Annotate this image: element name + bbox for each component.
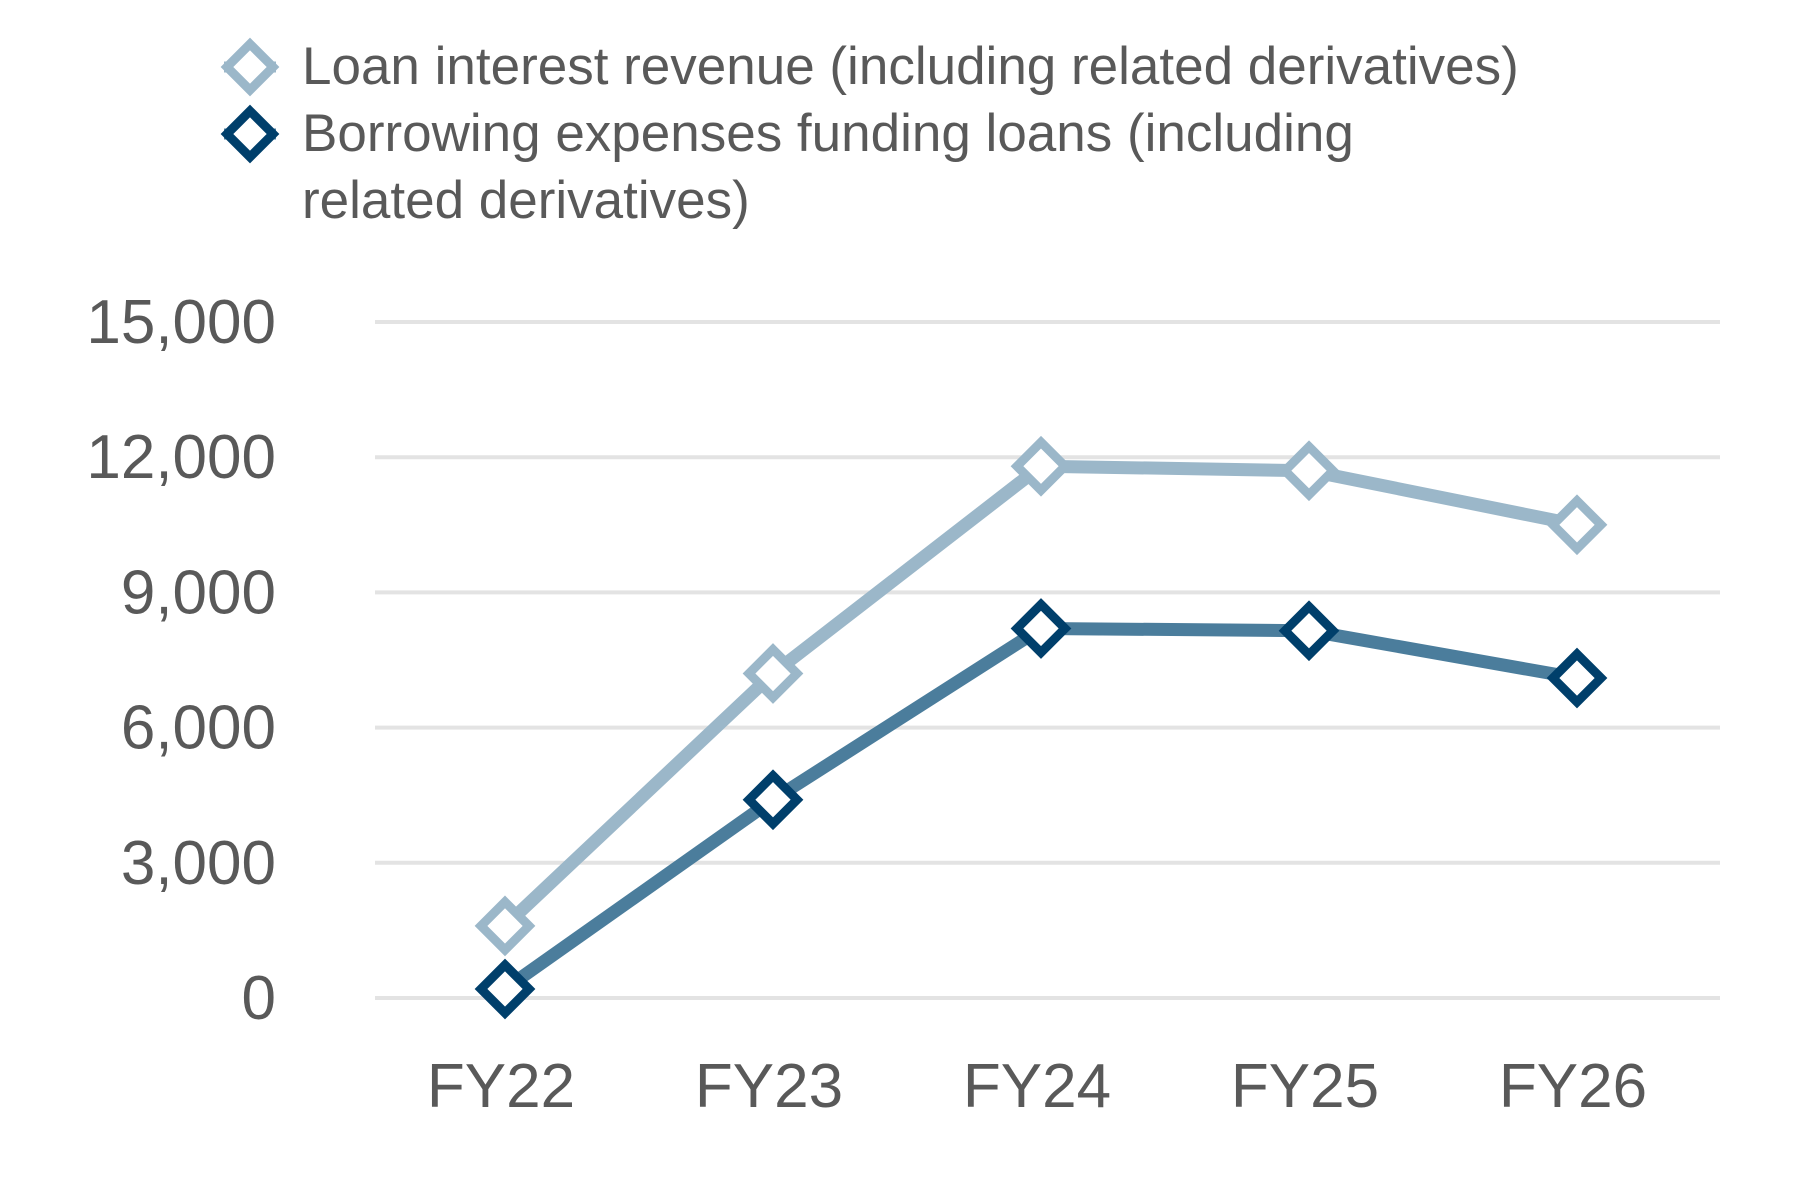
x-axis-tick-labels: FY22 FY23 FY24 FY25 FY26 (427, 1052, 1647, 1121)
series-2-point (742, 769, 804, 831)
series-1-point (742, 643, 804, 704)
legend: Loan interest revenue (including related… (220, 37, 1519, 230)
y-tick-label: 15,000 (86, 288, 276, 357)
legend-label-line: Borrowing expenses funding loans (includ… (302, 104, 1354, 163)
series-1-point (1278, 440, 1340, 502)
legend-label-line: related derivatives) (302, 171, 750, 230)
legend-label-1: Loan interest revenue (including related… (302, 37, 1519, 96)
x-tick-label: FY26 (1499, 1052, 1647, 1121)
y-tick-label: 9,000 (121, 558, 276, 627)
series-2-point (1546, 647, 1608, 709)
y-tick-label: 3,000 (121, 829, 276, 898)
series-2-point (1010, 598, 1072, 659)
series-markers (474, 435, 1608, 1020)
series-1-point (1546, 494, 1608, 556)
x-tick-label: FY22 (427, 1052, 575, 1121)
y-tick-label: 6,000 (121, 694, 276, 763)
x-tick-label: FY25 (1231, 1052, 1379, 1121)
legend-label-2: Borrowing expenses funding loans (includ… (302, 104, 1354, 230)
y-axis-tick-labels: 0 3,000 6,000 9,000 12,000 15,000 (86, 288, 276, 1033)
series-line-1 (498, 459, 1584, 933)
legend-marker-1 (220, 37, 280, 97)
x-tick-label: FY23 (695, 1052, 843, 1121)
series-2-point (474, 958, 536, 1020)
legend-marker-2 (220, 104, 280, 164)
y-tick-label: 0 (242, 964, 276, 1033)
y-tick-label: 12,000 (86, 423, 276, 492)
series-1-point (1010, 435, 1072, 497)
x-tick-label: FY24 (963, 1052, 1111, 1121)
legend-label-line: Loan interest revenue (including related… (302, 37, 1519, 96)
series-2-point (1278, 600, 1340, 662)
series-1-point (474, 895, 536, 957)
series-line-2 (498, 621, 1584, 996)
gridlines (375, 320, 1720, 1000)
